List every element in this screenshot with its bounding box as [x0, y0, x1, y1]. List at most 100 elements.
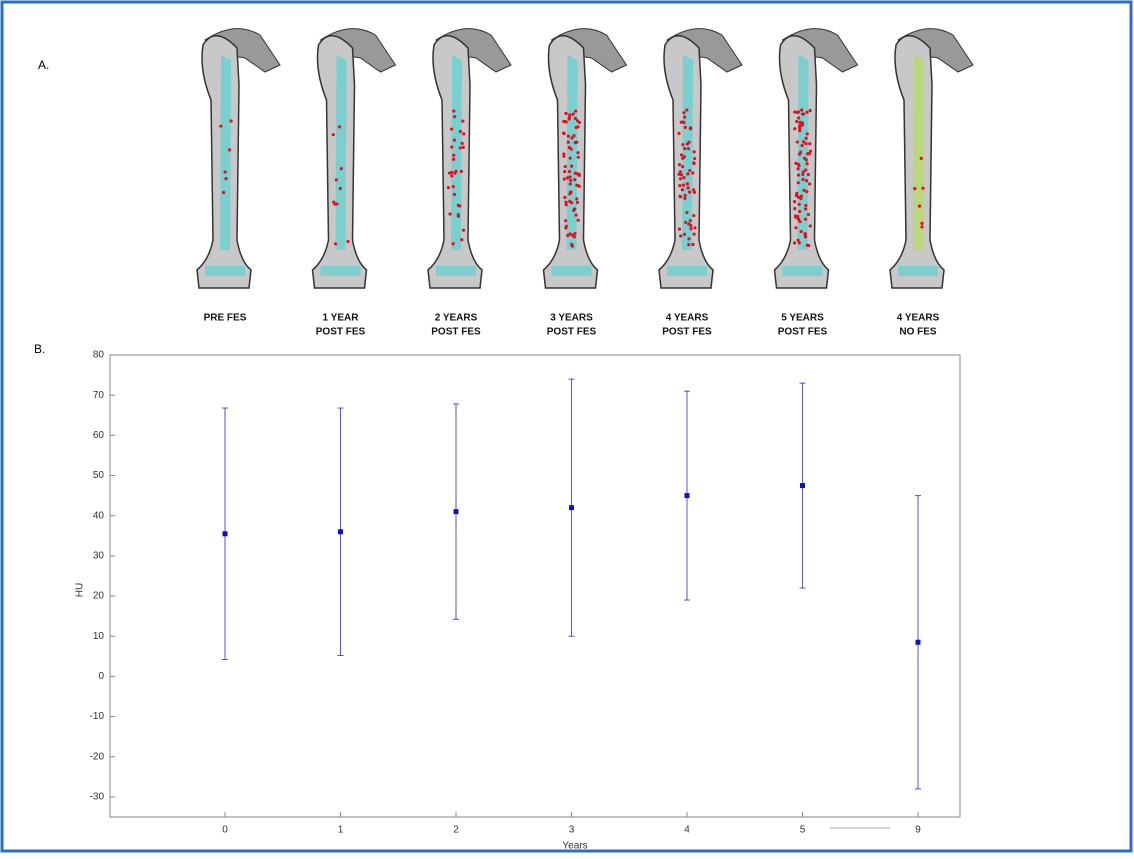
spot: [683, 197, 686, 200]
spot: [809, 224, 812, 227]
spot: [568, 200, 571, 203]
spot: [807, 213, 810, 216]
spot: [682, 121, 685, 124]
image-label: POST FES: [547, 327, 597, 338]
spot: [683, 233, 686, 236]
spot: [685, 108, 688, 111]
spot: [450, 174, 453, 177]
spot: [804, 207, 807, 210]
image-label: POST FES: [778, 327, 828, 338]
spot: [574, 110, 577, 113]
spot: [682, 111, 685, 114]
plot-area: [110, 355, 960, 817]
spot: [688, 191, 691, 194]
image-label: 1 YEAR: [323, 313, 360, 324]
spot: [574, 117, 577, 120]
spot: [577, 219, 580, 222]
x-tick-label: 5: [800, 825, 806, 836]
y-tick-label: 0: [98, 671, 104, 682]
image-label: POST FES: [316, 327, 366, 338]
spot: [567, 141, 570, 144]
spot: [691, 243, 694, 246]
spot: [462, 146, 465, 149]
spot: [684, 126, 687, 129]
spot: [457, 213, 460, 216]
canal: [567, 55, 578, 250]
spot: [452, 109, 455, 112]
femur-image: [428, 29, 511, 288]
spot: [798, 210, 801, 213]
spot: [804, 235, 807, 238]
spot: [576, 119, 579, 122]
spot: [808, 182, 811, 185]
y-tick-label: 80: [93, 350, 105, 361]
spot: [577, 156, 580, 159]
spot: [678, 163, 681, 166]
spot: [564, 165, 567, 168]
panel-label: B.: [34, 342, 45, 356]
spot: [795, 120, 798, 123]
femur-image: [659, 29, 742, 288]
image-label: 3 YEARS: [550, 313, 593, 324]
image-label: NO FES: [899, 327, 937, 338]
spot: [805, 111, 808, 114]
spot: [807, 244, 810, 247]
spot: [460, 238, 463, 241]
spot: [806, 132, 809, 135]
point: [454, 509, 459, 514]
condyle: [205, 266, 245, 276]
spot: [798, 153, 801, 156]
spot: [332, 133, 335, 136]
x-tick-label: 0: [222, 825, 228, 836]
femur-image: [890, 29, 973, 288]
spot: [679, 177, 682, 180]
spot: [805, 137, 808, 140]
image-label: 4 YEARS: [897, 313, 940, 324]
spot: [793, 127, 796, 130]
x-tick-label: 9: [915, 825, 921, 836]
spot: [450, 145, 453, 148]
spot: [804, 204, 807, 207]
y-tick-label: -10: [90, 711, 105, 722]
spot: [693, 226, 696, 229]
spot: [461, 120, 464, 123]
spot: [452, 242, 455, 245]
y-tick-label: 70: [93, 390, 105, 401]
spot: [459, 146, 462, 149]
spot: [569, 157, 572, 160]
spot: [799, 197, 802, 200]
spot: [566, 176, 569, 179]
spot: [448, 171, 451, 174]
spot: [692, 161, 695, 164]
spot: [804, 232, 807, 235]
femur-image: [775, 29, 858, 288]
spot: [565, 225, 568, 228]
spot: [692, 214, 695, 217]
spot: [793, 241, 796, 244]
spot: [693, 150, 696, 153]
spot: [453, 193, 456, 196]
spot: [794, 226, 797, 229]
femur-image: [313, 29, 396, 288]
spot: [809, 109, 812, 112]
spot: [571, 234, 574, 237]
spot: [686, 182, 689, 185]
image-label: PRE FES: [204, 313, 247, 324]
spot: [569, 179, 572, 182]
spot: [796, 167, 799, 170]
spot: [335, 178, 338, 181]
spot: [572, 209, 575, 212]
spot: [565, 203, 568, 206]
spot: [568, 113, 571, 116]
spot: [797, 173, 800, 176]
spot: [808, 152, 811, 155]
spot: [920, 157, 923, 160]
spot: [686, 142, 689, 145]
spot: [795, 194, 798, 197]
spot: [222, 191, 225, 194]
spot: [568, 170, 571, 173]
spot: [568, 146, 571, 149]
spot: [453, 115, 456, 118]
spot: [920, 225, 923, 228]
image-label: 5 YEARS: [781, 313, 824, 324]
